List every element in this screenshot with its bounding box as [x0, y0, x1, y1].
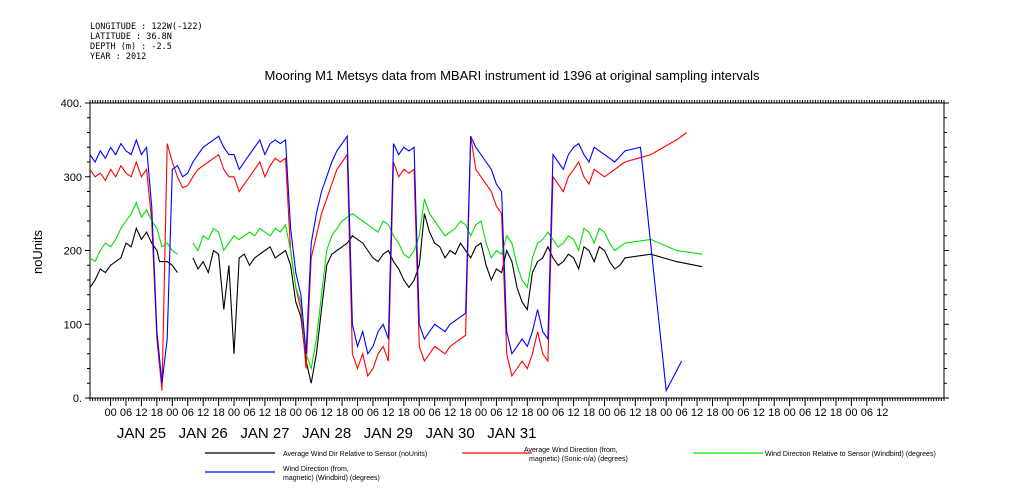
year-text: YEAR : 2012	[90, 52, 147, 62]
x-tick-label: 12	[135, 407, 147, 419]
x-tick-label: 00	[722, 407, 734, 419]
x-tick-label: 00	[413, 407, 425, 419]
x-day-label: JAN 25	[117, 425, 166, 442]
chart-title: Mooring M1 Metsys data from MBARI instru…	[265, 68, 760, 83]
legend-label-2: Average Wind Direction (from,	[524, 447, 618, 454]
x-tick-label: 18	[336, 407, 348, 419]
x-tick-label: 18	[583, 407, 595, 419]
x-tick-label: 06	[861, 407, 873, 419]
x-tick-label: 00	[660, 407, 672, 419]
x-tick-label: 00	[166, 407, 178, 419]
x-tick-label: 12	[259, 407, 271, 419]
longitude-text: LONGITUDE : 122W(-122)	[90, 22, 203, 32]
x-tick-label: 12	[876, 407, 888, 419]
x-tick-label: 12	[506, 407, 518, 419]
x-tick-label: 12	[382, 407, 394, 419]
x-tick-label: 18	[521, 407, 533, 419]
x-tick-label: 06	[120, 407, 132, 419]
x-day-label: JAN 29	[364, 425, 413, 442]
x-tick-label: 18	[212, 407, 224, 419]
x-tick-label: 00	[784, 407, 796, 419]
x-day-label: JAN 27	[240, 425, 289, 442]
x-day-label: JAN 30	[426, 425, 475, 442]
metadata-block: LONGITUDE : 122W(-122) LATITUDE : 36.8N …	[90, 22, 203, 62]
x-tick-label: 18	[706, 407, 718, 419]
series-line-3	[90, 198, 703, 371]
x-tick-label: 18	[398, 407, 410, 419]
legend-label-3: Wind Direction Relative to Sensor (Windb…	[765, 451, 936, 458]
x-tick-label: 00	[598, 407, 610, 419]
x-tick-label: 12	[814, 407, 826, 419]
x-day-label: JAN 28	[302, 425, 351, 442]
legend: Average Wind Dir Relative to Sensor (noU…	[205, 447, 936, 482]
legend-label-2: magnetic) (Sonic-n/a) (degrees)	[529, 456, 628, 463]
x-tick-label: 06	[243, 407, 255, 419]
y-axis-label: noUnits	[30, 229, 45, 274]
x-tick-label: 18	[830, 407, 842, 419]
legend-label-4: Wind Direction (from,	[283, 466, 349, 473]
x-tick-label: 12	[321, 407, 333, 419]
x-tick-label: 06	[305, 407, 317, 419]
x-tick-label: 12	[629, 407, 641, 419]
y-tick-label: 200	[64, 246, 82, 258]
series-line-4	[90, 134, 683, 393]
series-line-2	[90, 132, 688, 391]
x-tick-label: 06	[552, 407, 564, 419]
plot-frame	[89, 102, 945, 399]
legend-label-4: magnetic) (Windbird) (degrees)	[283, 475, 380, 482]
x-tick-label: 06	[182, 407, 194, 419]
x-tick-label: 12	[691, 407, 703, 419]
x-tick-label: 00	[475, 407, 487, 419]
x-tick-label: 06	[737, 407, 749, 419]
x-tick-label: 12	[444, 407, 456, 419]
y-tick-label: 300	[64, 172, 82, 184]
x-tick-label: 18	[151, 407, 163, 419]
x-tick-label: 00	[104, 407, 116, 419]
x-tick-label: 00	[351, 407, 363, 419]
x-day-label: JAN 31	[487, 425, 536, 442]
y-tick-label: 0.	[73, 393, 82, 405]
x-tick-label: 06	[676, 407, 688, 419]
x-tick-label: 00	[290, 407, 302, 419]
x-tick-label: 18	[459, 407, 471, 419]
legend-label-1: Average Wind Dir Relative to Sensor (noU…	[283, 451, 427, 458]
x-tick-label: 06	[799, 407, 811, 419]
x-tick-label: 06	[614, 407, 626, 419]
x-tick-label: 12	[197, 407, 209, 419]
x-tick-label: 12	[567, 407, 579, 419]
x-tick-label: 06	[490, 407, 502, 419]
x-tick-label: 00	[845, 407, 857, 419]
x-tick-label: 06	[429, 407, 441, 419]
latitude-text: LATITUDE : 36.8N	[90, 32, 172, 42]
x-tick-label: 18	[645, 407, 657, 419]
x-day-label: JAN 26	[179, 425, 228, 442]
x-tick-label: 00	[228, 407, 240, 419]
x-tick-label: 12	[753, 407, 765, 419]
depth-text: DEPTH (m) : -2.5	[90, 42, 172, 52]
x-tick-label: 18	[274, 407, 286, 419]
x-tick-label: 00	[537, 407, 549, 419]
x-tick-label: 18	[768, 407, 780, 419]
y-tick-label: 400.	[61, 98, 82, 110]
y-tick-label: 100	[64, 319, 82, 331]
x-tick-label: 06	[367, 407, 379, 419]
